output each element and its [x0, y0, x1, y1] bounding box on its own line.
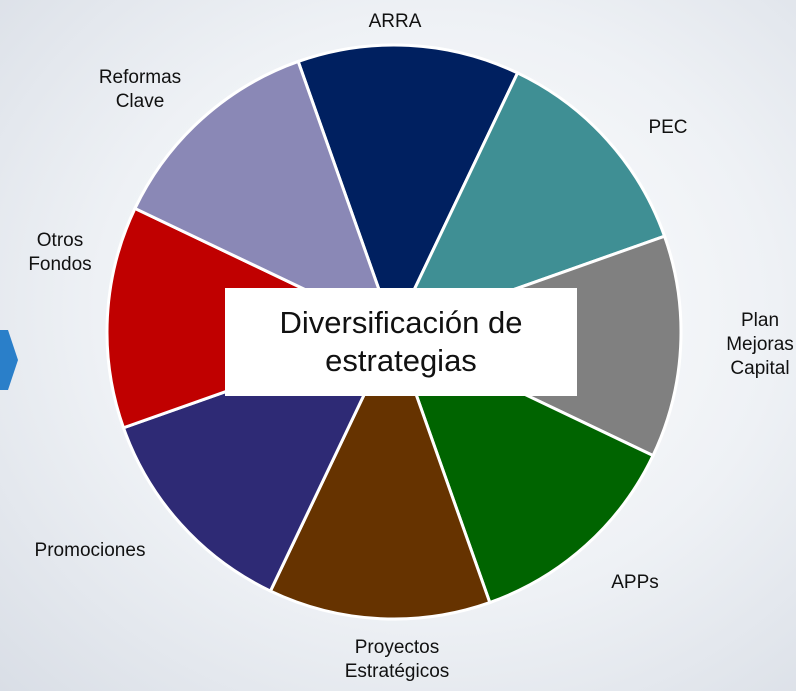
slice-label: Reformas Clave	[98, 67, 182, 112]
slice	[296, 43, 520, 336]
slice	[268, 328, 492, 621]
slice-label: APPs	[611, 572, 659, 593]
slice	[121, 329, 397, 594]
slice	[391, 70, 667, 335]
center-label: Diversificación de estrategias	[225, 288, 577, 396]
chevron	[0, 330, 18, 390]
slice-label: Plan Mejoras Capital	[726, 310, 794, 379]
slice-label: Proyectos Estratégicos	[344, 637, 450, 682]
slice-label: Otros Fondos	[28, 230, 92, 275]
slice-label: Promociones	[34, 540, 146, 561]
slice	[132, 59, 397, 335]
slice-label: ARRA	[368, 11, 422, 32]
slice	[391, 329, 656, 605]
slice-label: PEC	[648, 117, 688, 138]
